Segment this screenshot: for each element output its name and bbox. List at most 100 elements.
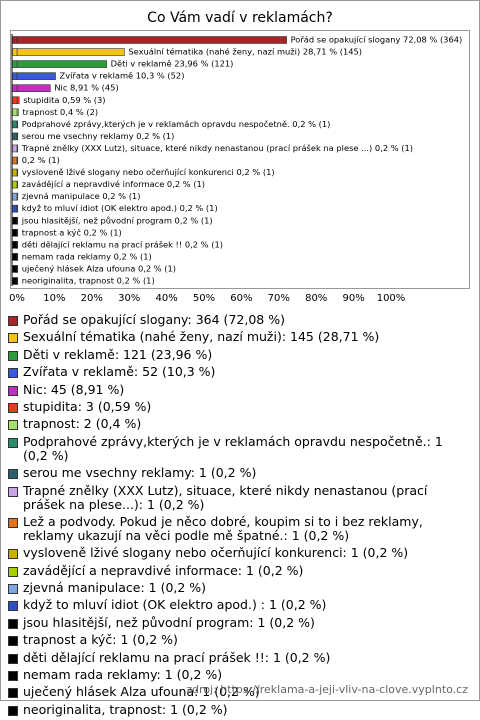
bar-cap xyxy=(12,277,18,285)
legend-label: Trapné znělky (XXX Lutz), situace, které… xyxy=(23,482,428,512)
bar-label: neoriginalita, trapnost 0,2 % (1) xyxy=(22,276,155,286)
bar-label: děti dělající reklamu na prací prášek !!… xyxy=(22,239,223,249)
bar-cap xyxy=(12,216,18,225)
legend-swatch xyxy=(8,333,18,344)
bar-label: jsou hlasitější, než původní program 0,2… xyxy=(21,215,213,225)
legend-item: neoriginalita, trapnost: 1 (0,2 %) xyxy=(8,701,470,717)
legend-item: Pořád se opakující slogany: 364 (72,08 %… xyxy=(8,313,470,327)
legend-label: Pořád se opakující slogany: 364 (72,08 %… xyxy=(23,312,285,327)
bar-label: uječený hlásek Alza ufouna 0,2 % (1) xyxy=(22,263,176,273)
legend-swatch xyxy=(8,486,18,497)
x-tick-label: 60% xyxy=(230,293,252,304)
legend-item: Trapné znělky (XXX Lutz), situace, které… xyxy=(8,482,470,512)
bar-label: serou me vsechny reklamy 0,2 % (1) xyxy=(22,131,175,141)
legend-item: Sexuální tématika (nahé ženy, nazí muži)… xyxy=(8,330,470,344)
legend-label: neoriginalita, trapnost: 1 (0,2 %) xyxy=(23,701,228,717)
bar-cap xyxy=(12,132,18,141)
legend-swatch xyxy=(8,688,18,699)
legend-swatch xyxy=(8,584,18,595)
legend-swatch xyxy=(8,653,18,664)
legend-label: uječený hlásek Alza ufouna: 1 (0,2 %) xyxy=(23,684,260,700)
bar-cap xyxy=(12,204,18,213)
legend-item: zavádějící a nepravdivé informace: 1 (0,… xyxy=(8,562,470,578)
legend-label: jsou hlasitější, než původní program: 1 … xyxy=(23,614,315,630)
bar-cap xyxy=(12,108,18,117)
legend-swatch xyxy=(8,469,18,480)
bar-cap xyxy=(12,96,18,105)
x-tick-label: 40% xyxy=(155,293,177,304)
bar xyxy=(16,60,107,68)
x-tick-label: 90% xyxy=(342,293,364,304)
bar-label: Děti v reklamě 23,96 % (121) xyxy=(111,59,234,69)
legend-item: serou me vsechny reklamy: 1 (0,2 %) xyxy=(8,466,470,480)
bar-label: nemam rada reklamy 0,2 % (1) xyxy=(22,251,152,261)
bar-label: trapnost a kýč 0,2 % (1) xyxy=(22,227,122,237)
x-tick-label: 80% xyxy=(305,293,327,304)
bar-cap xyxy=(12,60,18,68)
bar-cap xyxy=(12,265,18,273)
legend-swatch xyxy=(8,671,18,682)
bar-label: trapnost 0,4 % (2) xyxy=(22,107,98,117)
bar-cap xyxy=(12,156,18,165)
legend-label: Podprahové zprávy,kterých je v reklamách… xyxy=(23,433,443,463)
chart-title: Co Vám vadí v reklamách? xyxy=(147,10,333,26)
bar-cap xyxy=(12,241,18,249)
bar-label: Pořád se opakující slogany 72,08 % (364) xyxy=(291,35,463,45)
bar-label: zavádějící a nepravdivé informace 0,2 % … xyxy=(22,179,205,189)
legend-label: Zvířata v reklamě: 52 (10,3 %) xyxy=(23,364,216,380)
legend-swatch xyxy=(8,316,18,326)
legend-item: Nic: 45 (8,91 %) xyxy=(8,381,470,397)
legend-label: děti dělající reklamu na prací prášek !!… xyxy=(23,649,331,665)
bar-label: 0,2 % (1) xyxy=(22,155,60,165)
bar-cap xyxy=(12,180,18,189)
bar-cap xyxy=(12,72,18,80)
legend-label: Děti v reklamě: 121 (23,96 %) xyxy=(23,346,213,362)
bar xyxy=(16,72,56,80)
x-tick-label: 30% xyxy=(118,293,140,304)
bar-cap xyxy=(12,192,18,201)
legend-label: serou me vsechny reklamy: 1 (0,2 %) xyxy=(23,465,257,481)
bar-cap xyxy=(12,84,18,92)
legend-item: jsou hlasitější, než původní program: 1 … xyxy=(8,614,470,630)
legend-item: zjevná manipulace: 1 (0,2 %) xyxy=(8,581,470,595)
legend-swatch xyxy=(8,517,18,528)
legend: Pořád se opakující slogany: 364 (72,08 %… xyxy=(8,313,470,720)
legend-label: zjevná manipulace: 1 (0,2 %) xyxy=(23,580,207,596)
legend-label: Sexuální tématika (nahé ženy, nazí muži)… xyxy=(23,329,380,345)
bar-label: zjevná manipulace 0,2 % (1) xyxy=(22,191,141,201)
bar-label: Sexuální tématika (nahé ženy, nazí muži)… xyxy=(128,47,362,57)
legend-swatch xyxy=(8,437,18,448)
legend-label: vysloveně lživé slogany nebo očerňující … xyxy=(23,545,409,561)
source: zdroj: https://reklama-a-jeji-vliv-na-cl… xyxy=(186,683,468,696)
legend-swatch xyxy=(8,385,18,396)
legend-swatch xyxy=(8,368,18,379)
bar xyxy=(16,84,51,92)
x-tick-label: 0% xyxy=(9,293,25,304)
x-tick-label: 20% xyxy=(81,293,103,304)
bar-cap xyxy=(12,120,18,129)
legend-label: zavádějící a nepravdivé informace: 1 (0,… xyxy=(23,562,304,578)
x-tick-label: 100% xyxy=(377,293,406,304)
legend-label: Lež a podvody. Pokud je něco dobré, koup… xyxy=(23,513,423,543)
legend-item: trapnost a kýč: 1 (0,2 %) xyxy=(8,633,470,647)
legend-swatch xyxy=(8,705,18,716)
legend-item: Děti v reklamě: 121 (23,96 %) xyxy=(8,346,470,362)
bar-cap xyxy=(12,229,18,237)
bar-label: Podprahové zprávy,kterých je v reklamách… xyxy=(22,119,331,129)
legend-label: když to mluví idiot (OK elektro apod.) :… xyxy=(23,597,327,613)
bar-cap xyxy=(12,36,18,44)
bar xyxy=(16,36,287,44)
bar-label: Zvířata v reklamě 10,3 % (52) xyxy=(60,71,185,81)
legend-swatch xyxy=(8,549,18,560)
legend-label: Nic: 45 (8,91 %) xyxy=(23,381,125,397)
bar xyxy=(16,48,125,56)
legend-swatch xyxy=(8,350,18,361)
x-tick-label: 10% xyxy=(43,293,65,304)
bar-cap xyxy=(12,253,18,261)
legend-label: nemam rada reklamy: 1 (0,2 %) xyxy=(23,667,223,683)
legend-swatch xyxy=(8,402,18,413)
bar-cap xyxy=(12,144,18,153)
x-tick-label: 50% xyxy=(193,293,215,304)
bar-label: stupidita 0,59 % (3) xyxy=(23,95,105,105)
